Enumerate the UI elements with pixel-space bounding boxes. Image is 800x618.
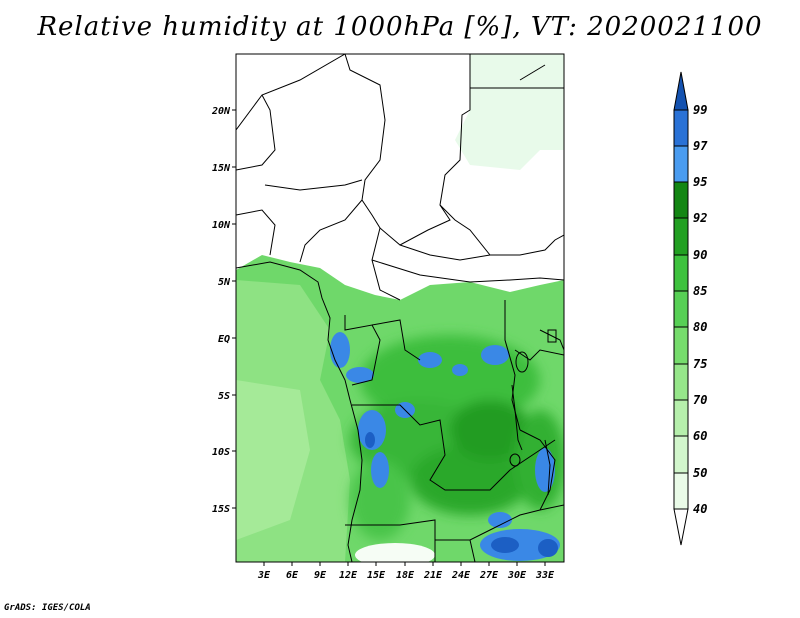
colorbar-segment [673,254,689,292]
colorbar-label: 40 [693,502,707,516]
colorbar-label: 50 [693,466,707,480]
latitude-labels: 20N 15N 10N 5N EQ 5S 10S 15S [211,106,231,515]
colorbar-segment [673,363,689,401]
colorbar-label: 90 [693,248,707,262]
map-frame [235,53,565,563]
colorbar-label: 97 [693,139,708,153]
colorbar-bottom-arrow [673,508,689,546]
lat-label: 5N [218,277,231,288]
lat-label: 10S [212,447,230,458]
colorbar: 99 97 95 92 90 85 80 75 70 60 50 40 [673,71,708,546]
colorbar-top-arrow [673,71,689,111]
colorbar-label: 70 [693,393,707,407]
colorbar-segment [673,435,689,474]
lat-label: 10N [212,220,231,231]
axis-ticks [232,109,546,566]
colorbar-label: 75 [693,357,707,371]
colorbar-segment [673,181,689,219]
colorbar-segment [673,109,689,147]
lat-label: EQ [218,334,230,345]
colorbar-segment [673,472,689,510]
colorbar-label: 85 [693,284,707,298]
lon-label: 30E [507,570,527,581]
lon-label: 12E [339,570,358,581]
lat-label: 20N [211,106,231,117]
colorbar-label: 60 [693,429,707,443]
lat-label: 15N [212,163,231,174]
colorbar-segment [673,326,689,365]
lon-label: 33E [535,570,555,581]
colorbar-segment [673,290,689,328]
lon-label: 18E [396,570,415,581]
map-panel [236,54,564,562]
colorbar-segment [673,217,689,256]
lon-label: 3E [257,570,271,581]
lon-label: 21E [423,570,443,581]
colorbar-label: 92 [693,211,707,225]
colorbar-label: 80 [693,320,707,334]
colorbar-label: 95 [693,175,707,189]
lon-label: 24E [451,570,471,581]
grads-credit: GrADS: IGES/COLA [4,603,91,613]
lon-label: 6E [286,570,299,581]
longitude-labels: 3E 6E 9E 12E 15E 18E 21E 24E 27E 30E 33E [257,570,555,581]
colorbar-label: 99 [693,103,707,117]
lat-label: 15S [212,504,230,515]
colorbar-segment [673,145,689,183]
lon-label: 15E [367,570,386,581]
lon-label: 9E [314,570,327,581]
chart-title: Relative humidity at 1000hPa [%], VT: 20… [37,12,763,42]
lat-label: 5S [218,391,230,402]
lon-label: 27E [479,570,499,581]
colorbar-segment [673,399,689,437]
